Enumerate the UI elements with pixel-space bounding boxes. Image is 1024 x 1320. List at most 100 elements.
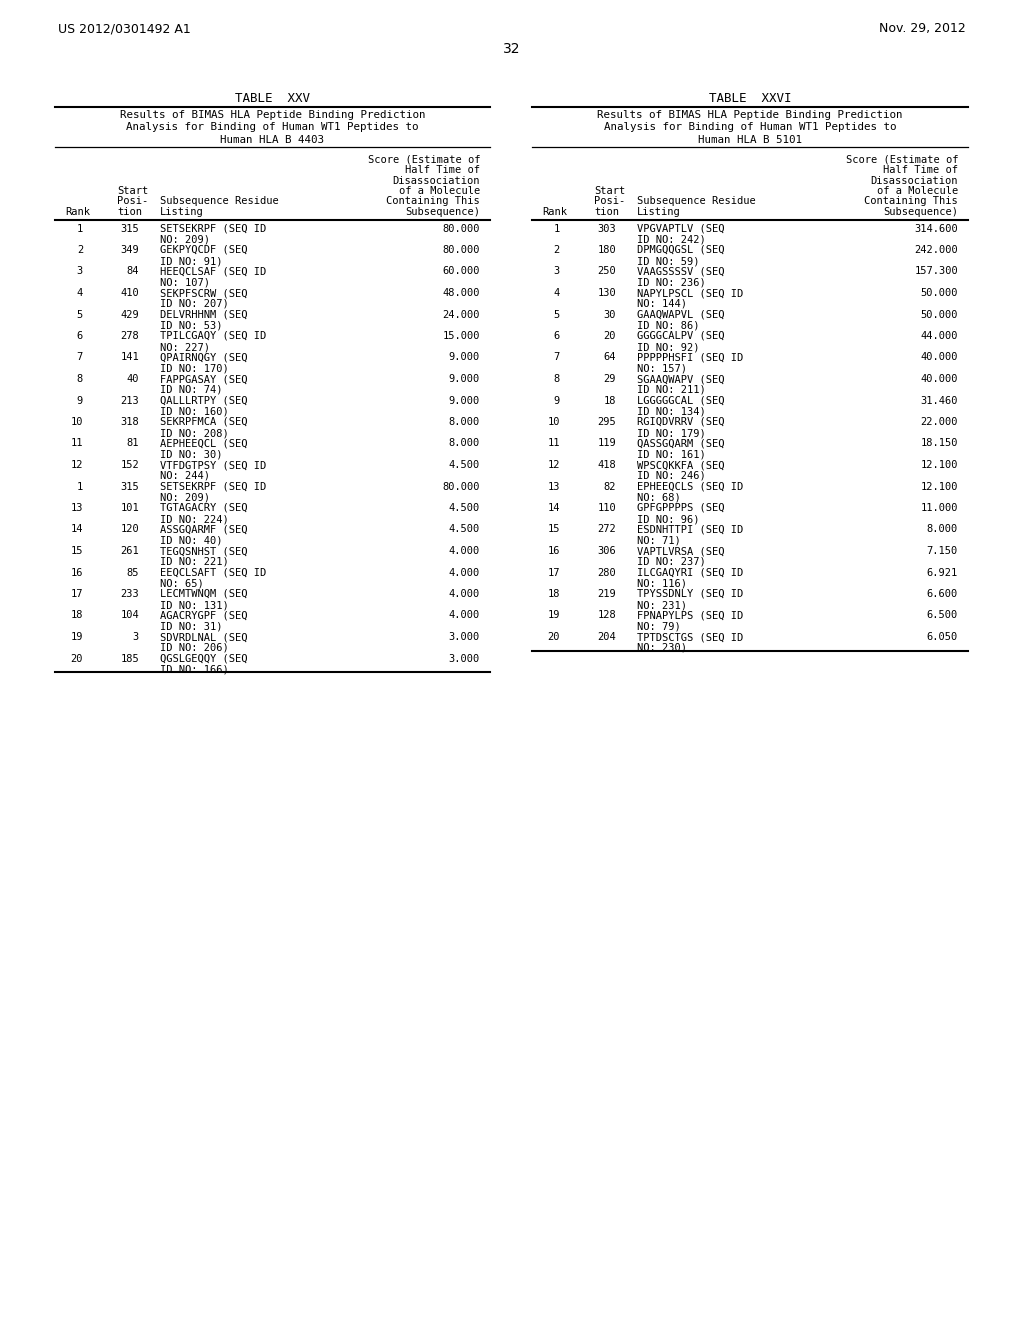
Text: 20: 20 <box>603 331 616 341</box>
Text: Listing: Listing <box>160 207 204 216</box>
Text: 8.000: 8.000 <box>449 438 480 449</box>
Text: VAPTLVRSA (SEQ: VAPTLVRSA (SEQ <box>637 546 725 556</box>
Text: 20: 20 <box>548 632 560 642</box>
Text: ID NO: 53): ID NO: 53) <box>160 321 222 330</box>
Text: VTFDGTPSY (SEQ ID: VTFDGTPSY (SEQ ID <box>160 459 266 470</box>
Text: 12: 12 <box>548 459 560 470</box>
Text: 6.050: 6.050 <box>927 632 958 642</box>
Text: 50.000: 50.000 <box>921 288 958 298</box>
Text: ID NO: 206): ID NO: 206) <box>160 643 228 653</box>
Text: 128: 128 <box>597 610 616 620</box>
Text: ID NO: 207): ID NO: 207) <box>160 300 228 309</box>
Text: 40.000: 40.000 <box>921 374 958 384</box>
Text: 6.600: 6.600 <box>927 589 958 599</box>
Text: 12.100: 12.100 <box>921 482 958 491</box>
Text: NO: 144): NO: 144) <box>637 300 687 309</box>
Text: 60.000: 60.000 <box>442 267 480 276</box>
Text: 16: 16 <box>71 568 83 578</box>
Text: WPSCQKKFA (SEQ: WPSCQKKFA (SEQ <box>637 459 725 470</box>
Text: ID NO: 224): ID NO: 224) <box>160 513 228 524</box>
Text: of a Molecule: of a Molecule <box>877 186 958 195</box>
Text: 318: 318 <box>120 417 139 426</box>
Text: 4.500: 4.500 <box>449 524 480 535</box>
Text: Subsequence Residue: Subsequence Residue <box>637 197 756 206</box>
Text: Start: Start <box>594 186 626 195</box>
Text: 31.460: 31.460 <box>921 396 958 405</box>
Text: 11: 11 <box>71 438 83 449</box>
Text: Posi-: Posi- <box>117 197 148 206</box>
Text: ID NO: 166): ID NO: 166) <box>160 664 228 675</box>
Text: 5: 5 <box>77 309 83 319</box>
Text: 261: 261 <box>120 546 139 556</box>
Text: 152: 152 <box>120 459 139 470</box>
Text: 2: 2 <box>554 246 560 255</box>
Text: 17: 17 <box>548 568 560 578</box>
Text: Analysis for Binding of Human WT1 Peptides to: Analysis for Binding of Human WT1 Peptid… <box>604 123 896 132</box>
Text: tion: tion <box>117 207 142 216</box>
Text: 242.000: 242.000 <box>914 246 958 255</box>
Text: 9: 9 <box>554 396 560 405</box>
Text: Results of BIMAS HLA Peptide Binding Prediction: Results of BIMAS HLA Peptide Binding Pre… <box>597 110 903 120</box>
Text: of a Molecule: of a Molecule <box>398 186 480 195</box>
Text: 3.000: 3.000 <box>449 632 480 642</box>
Text: 104: 104 <box>120 610 139 620</box>
Text: 8.000: 8.000 <box>927 524 958 535</box>
Text: FPNAPYLPS (SEQ ID: FPNAPYLPS (SEQ ID <box>637 610 743 620</box>
Text: 24.000: 24.000 <box>442 309 480 319</box>
Text: NO: 227): NO: 227) <box>160 342 210 352</box>
Text: LECMTWNQM (SEQ: LECMTWNQM (SEQ <box>160 589 248 599</box>
Text: Posi-: Posi- <box>594 197 626 206</box>
Text: SGAAQWAPV (SEQ: SGAAQWAPV (SEQ <box>637 374 725 384</box>
Text: DPMGQQGSL (SEQ: DPMGQQGSL (SEQ <box>637 246 725 255</box>
Text: 3.000: 3.000 <box>449 653 480 664</box>
Text: Disassociation: Disassociation <box>870 176 958 186</box>
Text: 80.000: 80.000 <box>442 246 480 255</box>
Text: 2: 2 <box>77 246 83 255</box>
Text: ESDNHTTPI (SEQ ID: ESDNHTTPI (SEQ ID <box>637 524 743 535</box>
Text: AGACRYGPF (SEQ: AGACRYGPF (SEQ <box>160 610 248 620</box>
Text: 13: 13 <box>71 503 83 513</box>
Text: Human HLA B 5101: Human HLA B 5101 <box>698 135 802 145</box>
Text: QALLLRTPY (SEQ: QALLLRTPY (SEQ <box>160 396 248 405</box>
Text: Half Time of: Half Time of <box>406 165 480 176</box>
Text: ID NO: 236): ID NO: 236) <box>637 277 706 288</box>
Text: 6: 6 <box>554 331 560 341</box>
Text: ID NO: 170): ID NO: 170) <box>160 363 228 374</box>
Text: VAAGSSSSV (SEQ: VAAGSSSSV (SEQ <box>637 267 725 276</box>
Text: SDVRDLNAL (SEQ: SDVRDLNAL (SEQ <box>160 632 248 642</box>
Text: QPAIRNQGY (SEQ: QPAIRNQGY (SEQ <box>160 352 248 363</box>
Text: 40.000: 40.000 <box>921 352 958 363</box>
Text: 48.000: 48.000 <box>442 288 480 298</box>
Text: 81: 81 <box>127 438 139 449</box>
Text: TPTDSCTGS (SEQ ID: TPTDSCTGS (SEQ ID <box>637 632 743 642</box>
Text: Nov. 29, 2012: Nov. 29, 2012 <box>880 22 966 36</box>
Text: 303: 303 <box>597 223 616 234</box>
Text: 4: 4 <box>554 288 560 298</box>
Text: 22.000: 22.000 <box>921 417 958 426</box>
Text: ID NO: 211): ID NO: 211) <box>637 385 706 395</box>
Text: SEKPFSCRW (SEQ: SEKPFSCRW (SEQ <box>160 288 248 298</box>
Text: ID NO: 160): ID NO: 160) <box>160 407 228 417</box>
Text: 15: 15 <box>71 546 83 556</box>
Text: 6: 6 <box>77 331 83 341</box>
Text: 3: 3 <box>77 267 83 276</box>
Text: 4.500: 4.500 <box>449 503 480 513</box>
Text: 14: 14 <box>548 503 560 513</box>
Text: Subsequence): Subsequence) <box>406 207 480 216</box>
Text: 3: 3 <box>133 632 139 642</box>
Text: ID NO: 246): ID NO: 246) <box>637 471 706 480</box>
Text: DELVRHHNM (SEQ: DELVRHHNM (SEQ <box>160 309 248 319</box>
Text: VPGVAPTLV (SEQ: VPGVAPTLV (SEQ <box>637 223 725 234</box>
Text: 141: 141 <box>120 352 139 363</box>
Text: Score (Estimate of: Score (Estimate of <box>846 154 958 165</box>
Text: 16: 16 <box>548 546 560 556</box>
Text: 9.000: 9.000 <box>449 374 480 384</box>
Text: 233: 233 <box>120 589 139 599</box>
Text: 12.100: 12.100 <box>921 459 958 470</box>
Text: 8.000: 8.000 <box>449 417 480 426</box>
Text: GGGGCALPV (SEQ: GGGGCALPV (SEQ <box>637 331 725 341</box>
Text: 219: 219 <box>597 589 616 599</box>
Text: 119: 119 <box>597 438 616 449</box>
Text: Score (Estimate of: Score (Estimate of <box>368 154 480 165</box>
Text: 14: 14 <box>71 524 83 535</box>
